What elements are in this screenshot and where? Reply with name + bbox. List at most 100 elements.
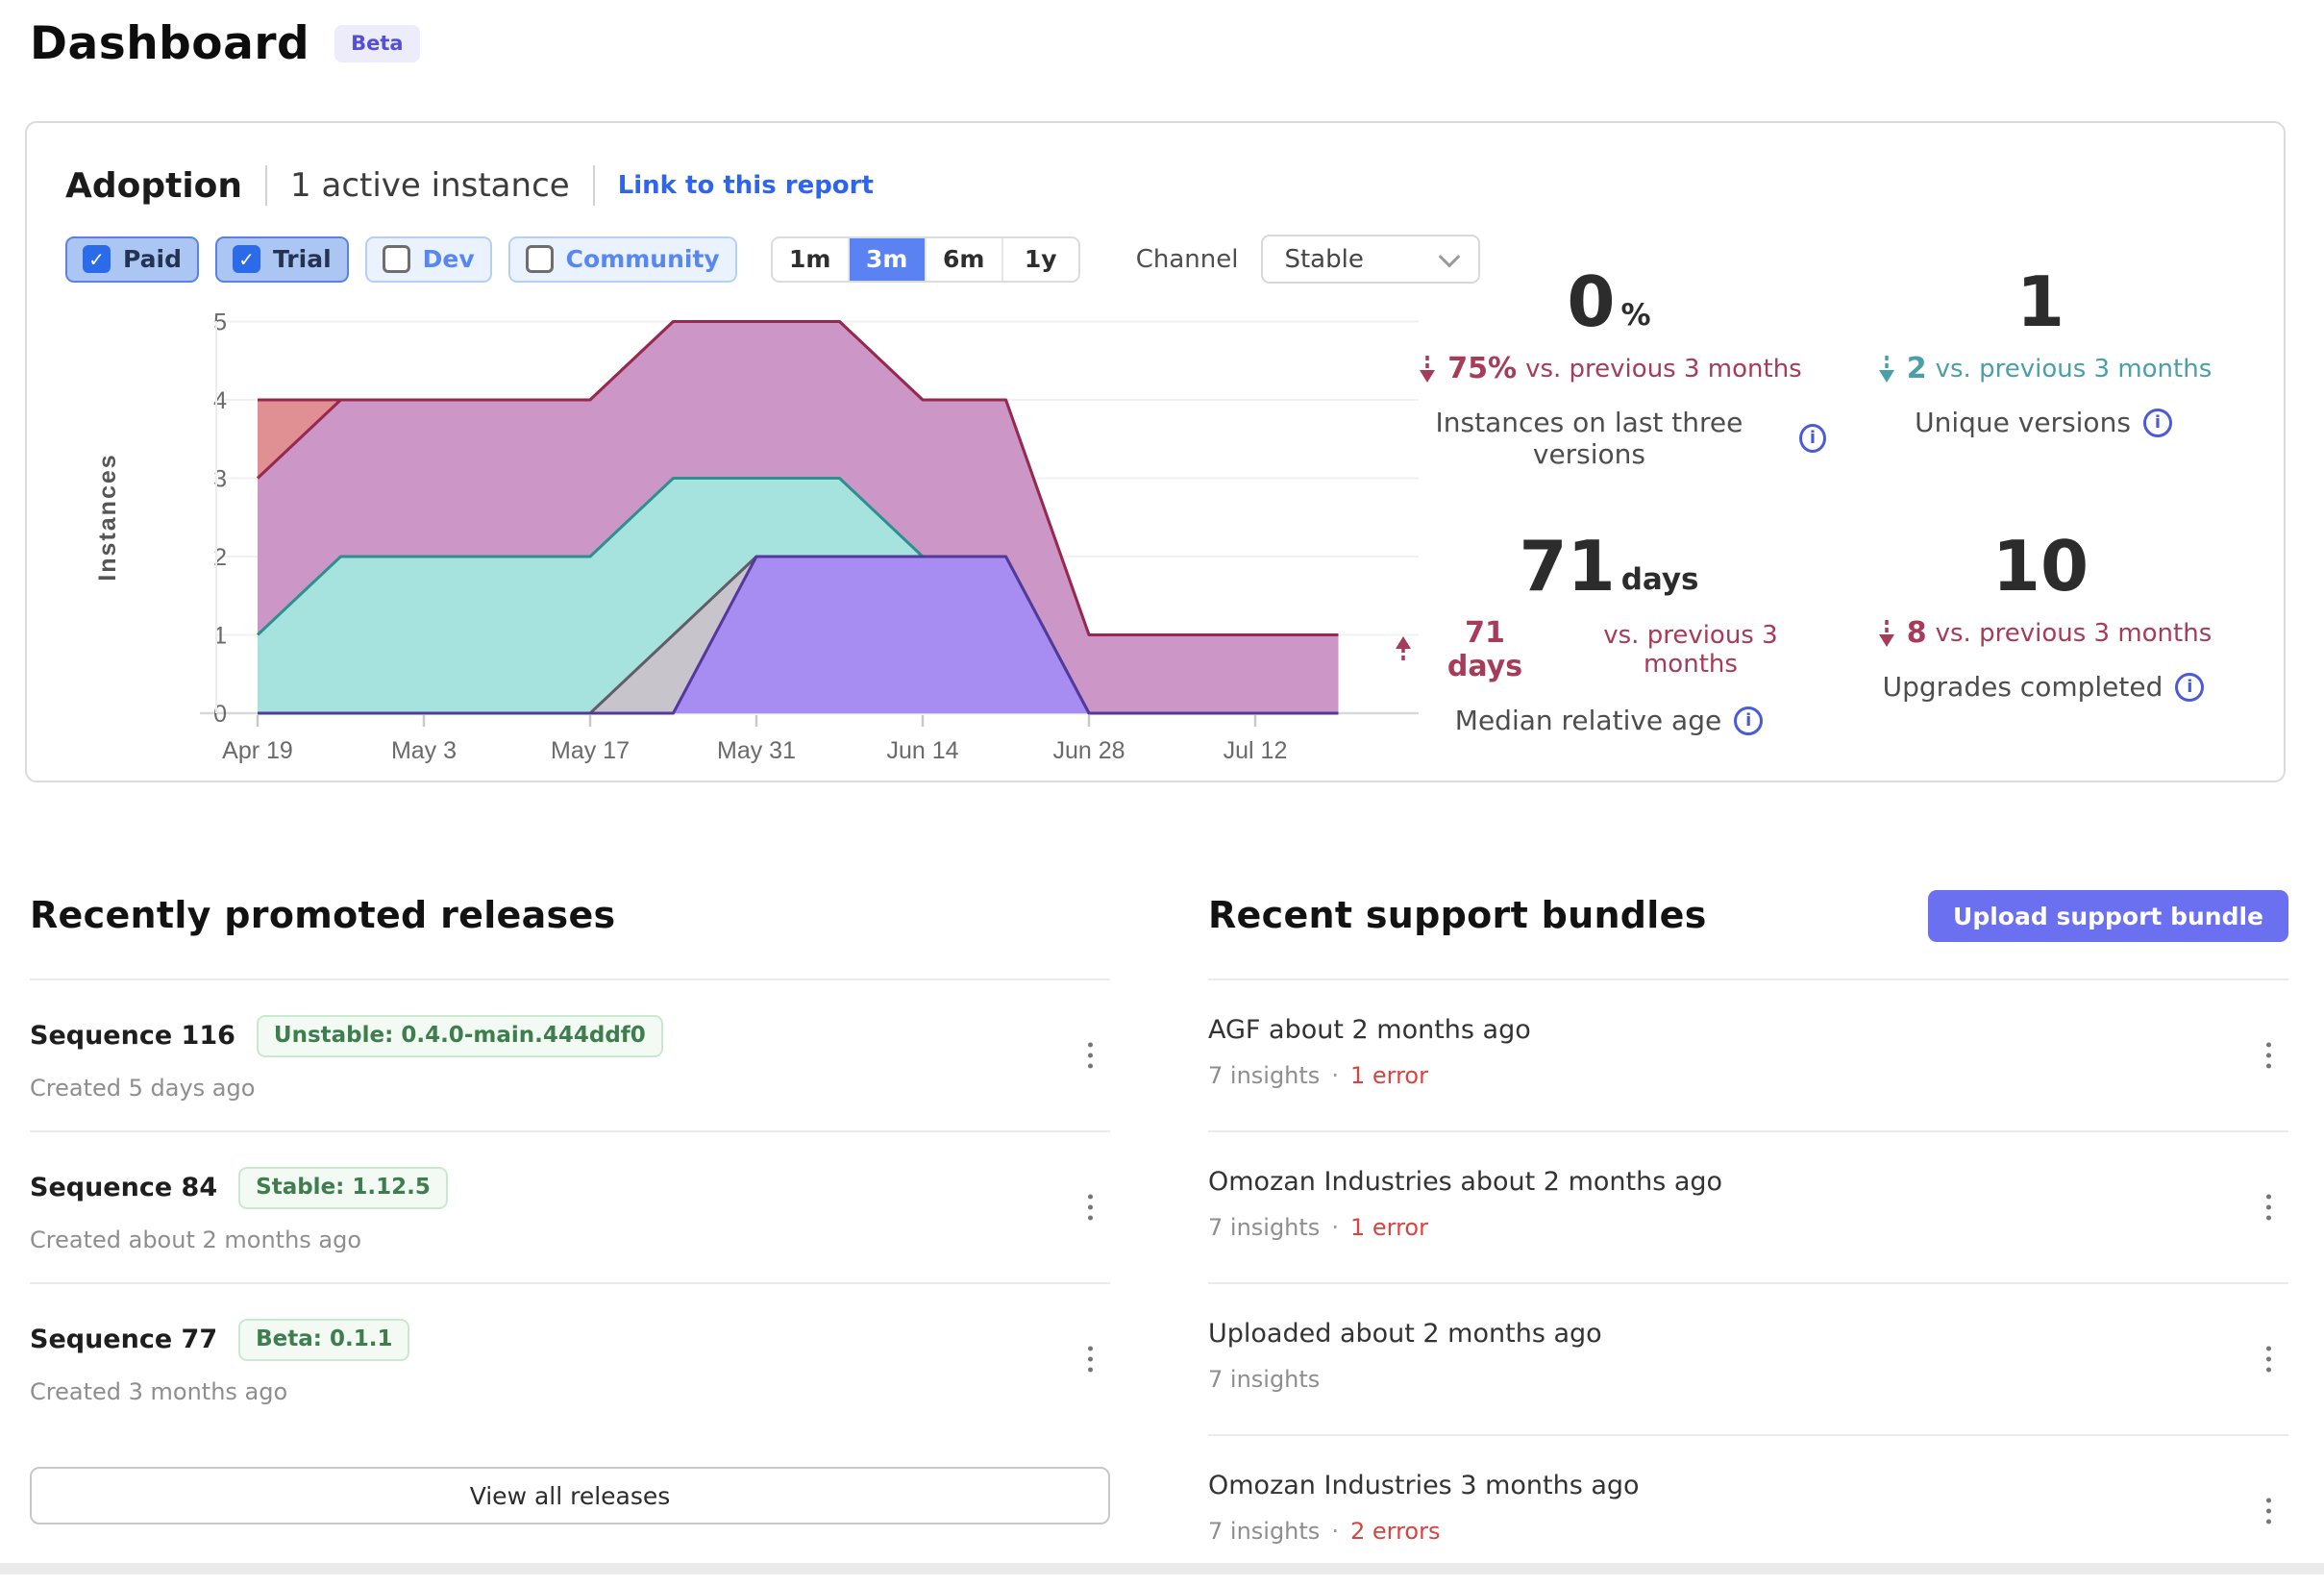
time-range-control: 1m 3m 6m 1y — [770, 235, 1080, 283]
dot-separator: · — [1331, 1062, 1339, 1089]
dot-separator: · — [1331, 1518, 1339, 1545]
stat-label: Unique versions — [1915, 407, 2131, 438]
stat-value: 1 — [2015, 261, 2065, 342]
bundle-insights: 7 insights — [1208, 1214, 1321, 1241]
channel-select[interactable]: Stable — [1261, 235, 1481, 284]
stat-unique-versions: 1 2 vs. previous 3 months Unique version… — [1861, 267, 2226, 470]
adoption-stats-grid: 0 % 75% vs. previous 3 months Instances … — [1392, 267, 2261, 736]
kebab-menu-icon[interactable] — [2257, 1033, 2281, 1078]
info-icon[interactable] — [2175, 672, 2205, 702]
filter-label: Trial — [273, 245, 332, 273]
bundle-row[interactable]: Omozan Industries 3 months ago 7 insight… — [1208, 1434, 2288, 1586]
page-title: Dashboard — [30, 17, 310, 70]
bundle-insights: 7 insights — [1208, 1518, 1321, 1545]
delta-suffix: vs. previous 3 months — [1935, 354, 2213, 384]
bundle-errors: 1 error — [1349, 1062, 1428, 1089]
delta-value: 2 — [1906, 352, 1927, 385]
svg-text:Instances: Instances — [94, 453, 121, 581]
delta-value: 8 — [1906, 616, 1927, 650]
release-created: Created 5 days ago — [30, 1074, 256, 1102]
releases-section: Recently promoted releases Sequence 116 … — [30, 894, 1110, 1524]
active-instance-count: 1 active instance — [290, 166, 570, 205]
trend-down-icon — [1875, 618, 1898, 649]
kebab-menu-icon[interactable] — [2257, 1337, 2281, 1382]
stat-value: 0 — [1567, 261, 1616, 342]
kebab-menu-icon[interactable] — [1078, 1337, 1102, 1382]
range-3m[interactable]: 3m — [847, 237, 925, 281]
adoption-filters-row: Paid Trial Dev Community 1m 3m 6m 1y Cha… — [65, 235, 2255, 284]
checkbox-icon[interactable] — [525, 245, 554, 273]
bundle-errors: 1 error — [1349, 1214, 1428, 1241]
kebab-menu-icon[interactable] — [1078, 1033, 1102, 1078]
stat-value: 71 — [1519, 526, 1616, 607]
adoption-card-header: Adoption 1 active instance Link to this … — [65, 165, 874, 206]
release-row[interactable]: Sequence 116 Unstable: 0.4.0-main.444ddf… — [30, 979, 1110, 1130]
range-1m[interactable]: 1m — [788, 245, 831, 273]
upload-support-bundle-button[interactable]: Upload support bundle — [1928, 890, 2288, 942]
adoption-chart: 0 1 2 3 4 5 Apr 19 May 3 May 17 May 31 Jun 14 Jun 2… — [65, 286, 1449, 786]
filter-label: Paid — [123, 245, 182, 273]
delta-suffix: vs. previous 3 months — [1935, 618, 2213, 648]
delta-suffix: vs. previous 3 months — [1525, 354, 1802, 384]
bundle-row[interactable]: Omozan Industries about 2 months ago 7 i… — [1208, 1130, 2288, 1282]
filter-label: Dev — [422, 245, 475, 273]
page-bottom-edge — [0, 1563, 2324, 1574]
release-row[interactable]: Sequence 84 Stable: 1.12.5 Created about… — [30, 1130, 1110, 1282]
stat-label: Instances on last three versions — [1435, 407, 1743, 470]
range-6m[interactable]: 6m — [924, 237, 1001, 281]
svg-text:May 3: May 3 — [391, 737, 457, 764]
filter-dev[interactable]: Dev — [364, 235, 492, 283]
bundle-title: Uploaded about 2 months ago — [1208, 1319, 1602, 1349]
filter-trial[interactable]: Trial — [215, 235, 349, 283]
bundle-errors: 2 errors — [1349, 1518, 1441, 1545]
bundle-row[interactable]: Uploaded about 2 months ago 7 insights · — [1208, 1282, 2288, 1434]
range-1y[interactable]: 1y — [1001, 237, 1078, 281]
releases-heading: Recently promoted releases — [30, 894, 616, 936]
filter-community[interactable]: Community — [507, 235, 737, 283]
info-icon[interactable] — [2142, 408, 2172, 437]
svg-text:May 31: May 31 — [717, 737, 796, 764]
release-version-badge: Beta: 0.1.1 — [238, 1319, 410, 1361]
chevron-down-icon — [1439, 245, 1461, 267]
kebab-menu-icon[interactable] — [2257, 1489, 2281, 1534]
bundle-insights: 7 insights — [1208, 1062, 1321, 1089]
info-icon[interactable] — [1798, 424, 1826, 453]
bundles-heading: Recent support bundles — [1208, 894, 1707, 936]
release-title: Sequence 84 — [30, 1173, 218, 1203]
adoption-title: Adoption — [65, 165, 243, 206]
kebab-menu-icon[interactable] — [2257, 1185, 2281, 1230]
link-to-report[interactable]: Link to this report — [617, 171, 874, 200]
info-icon[interactable] — [1734, 706, 1764, 735]
stat-upgrades-completed: 10 8 vs. previous 3 months Upgrades comp… — [1861, 532, 2226, 736]
divider — [265, 165, 268, 206]
stat-unit: % — [1620, 298, 1651, 334]
release-row[interactable]: Sequence 77 Beta: 0.1.1 Created 3 months… — [30, 1282, 1110, 1434]
trend-up-icon — [1392, 634, 1415, 665]
stat-label: Median relative age — [1454, 705, 1722, 736]
kebab-menu-icon[interactable] — [1078, 1185, 1102, 1230]
bundle-title: AGF about 2 months ago — [1208, 1015, 1531, 1045]
svg-text:Jul 12: Jul 12 — [1224, 737, 1288, 764]
release-version-badge: Stable: 1.12.5 — [238, 1167, 448, 1209]
checkbox-icon[interactable] — [382, 245, 410, 273]
stat-instances-last-three-versions: 0 % 75% vs. previous 3 months Instances … — [1392, 267, 1826, 470]
bundle-row[interactable]: AGF about 2 months ago 7 insights · 1 er… — [1208, 979, 2288, 1130]
svg-text:Apr 19: Apr 19 — [222, 737, 293, 764]
release-version-badge: Unstable: 0.4.0-main.444ddf0 — [256, 1015, 663, 1057]
checkbox-icon[interactable] — [83, 245, 111, 273]
delta-value: 75% — [1447, 352, 1518, 385]
svg-text:May 17: May 17 — [551, 737, 630, 764]
stat-value: 10 — [1991, 526, 2089, 607]
stat-median-relative-age: 71 days 71 days vs. previous 3 months Me… — [1392, 532, 1826, 736]
checkbox-icon[interactable] — [233, 245, 260, 273]
filter-paid[interactable]: Paid — [65, 235, 199, 283]
channel-label: Channel — [1135, 244, 1239, 274]
view-all-releases-button[interactable]: View all releases — [30, 1467, 1110, 1524]
bundle-title: Omozan Industries 3 months ago — [1208, 1471, 1640, 1500]
delta-suffix: vs. previous 3 months — [1603, 621, 1778, 679]
release-title: Sequence 116 — [30, 1021, 235, 1052]
bundle-insights: 7 insights — [1208, 1366, 1321, 1393]
delta-value: 71 days — [1446, 616, 1523, 683]
svg-text:Jun 14: Jun 14 — [886, 737, 958, 764]
